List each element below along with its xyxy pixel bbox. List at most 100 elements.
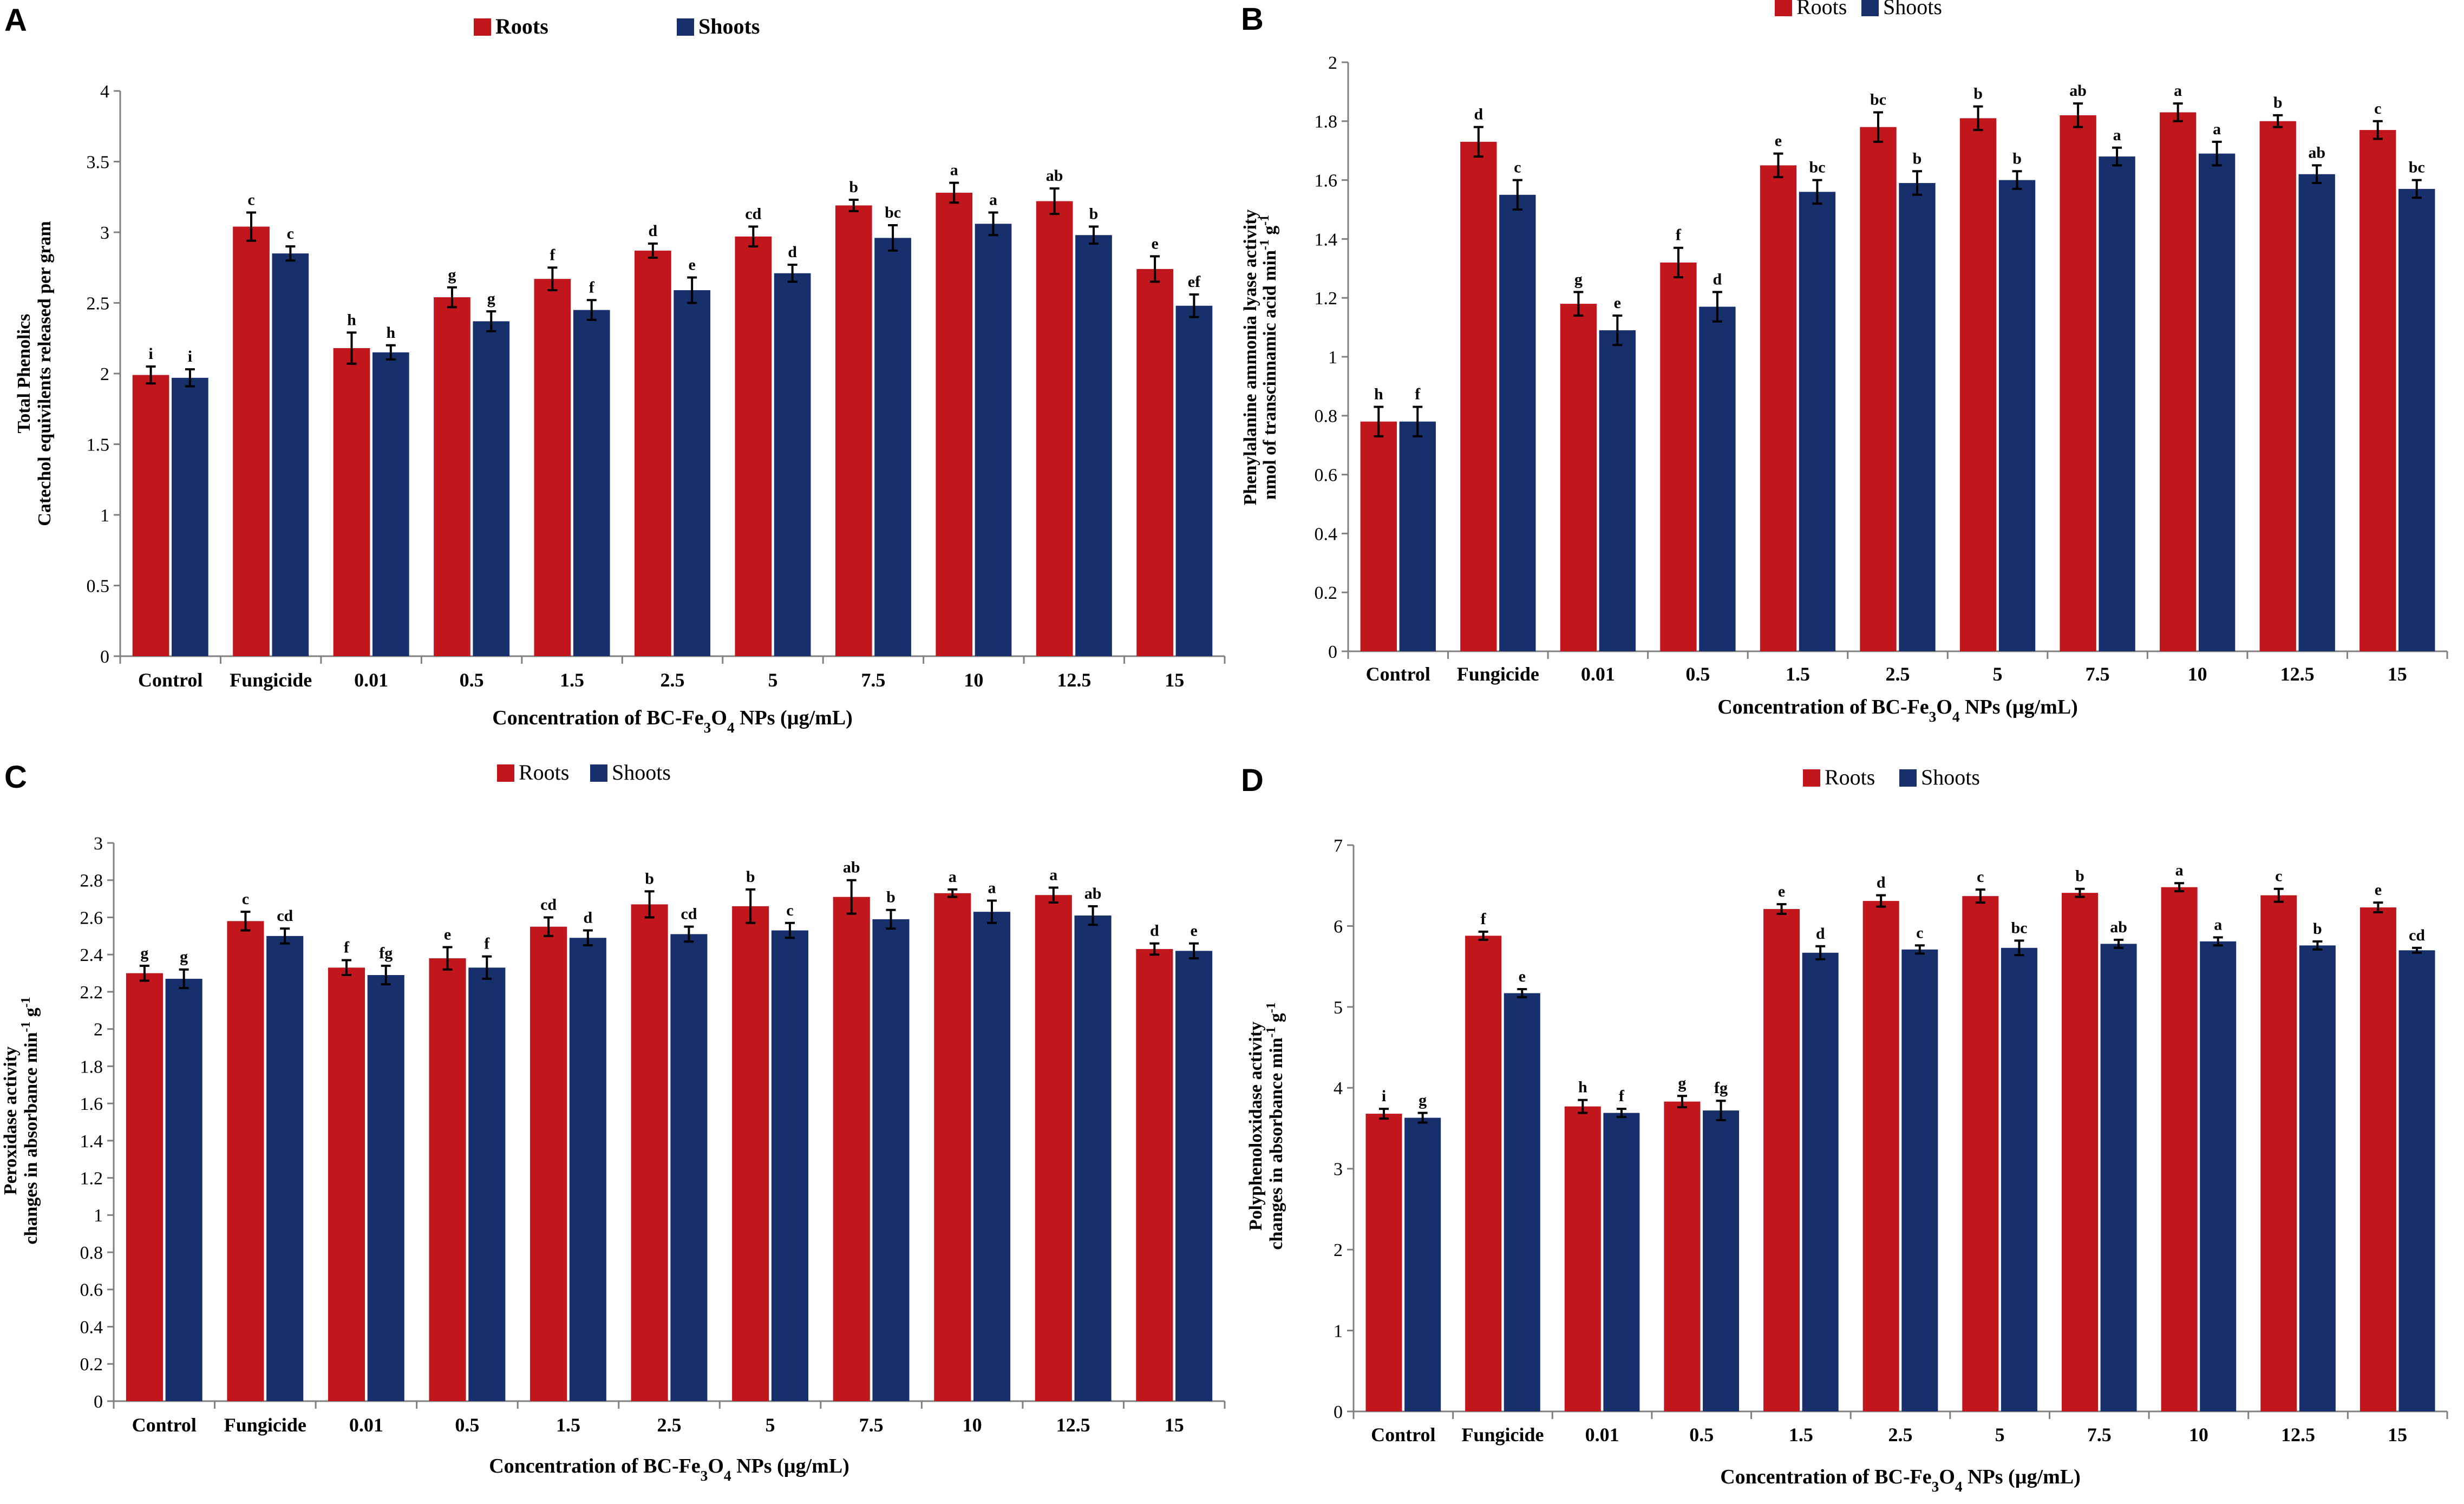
y-tick-label: 0 [1334,1402,1343,1422]
bar-shoots [1799,192,1836,651]
bar-shoots [1603,1113,1640,1411]
significance-letter: d [788,243,797,261]
legend-label-shoots: Shoots [1921,765,1980,789]
x-tick-label: 5 [1995,1424,2005,1446]
x-tick-label: 12.5 [1056,1414,1090,1436]
series-roots: i f h g e d c b a c e [1365,861,2396,1411]
x-tick-label: 7.5 [861,669,885,691]
bar-roots [936,192,973,656]
x-tick-label: 1.5 [556,1414,580,1436]
bar-roots [1036,201,1073,657]
significance-letter: a [950,161,958,179]
y-tick-label: 4 [100,82,109,102]
bar-shoots [774,273,811,656]
significance-letter: i [188,348,192,365]
significance-letter: b [645,869,654,887]
significance-letter: e [1190,922,1197,940]
bar-shoots [468,967,506,1401]
significance-letter: a [2175,861,2184,879]
y-tick-label: 1 [100,506,109,526]
significance-letter: a [989,191,997,208]
significance-letter: ab [843,859,860,877]
bar-roots [2060,115,2096,652]
legend-label-shoots: Shoots [1883,0,1942,19]
significance-letter: b [849,178,858,196]
significance-letter: h [1578,1078,1587,1096]
significance-letter: d [1150,922,1159,940]
significance-letter: c [2374,100,2381,117]
significance-letter: b [2273,94,2283,112]
bar-shoots [771,930,808,1401]
bar-roots [132,375,169,656]
x-tick-label: Fungicide [1461,1424,1544,1446]
panel-letter: D [1241,763,1264,798]
significance-letter: a [1049,866,1057,884]
significance-letter: bc [885,204,901,221]
bar-shoots [1399,421,1436,651]
panel-letter: A [4,3,27,38]
y-axis-label-line-1: Total Phenolics [14,314,34,434]
bar-shoots [1599,330,1636,651]
significance-letter: c [242,890,249,908]
bar-roots [1365,1114,1402,1411]
y-tick-label: 2 [1334,1240,1343,1260]
bar-roots [1959,118,1997,652]
significance-letter: f [1481,910,1487,928]
y-tick-label: 1 [1328,348,1337,368]
bar-shoots [272,253,309,656]
x-tick-label: 5 [1993,663,2003,685]
significance-letter: cd [2409,926,2425,944]
y-tick-label: 1 [1334,1321,1343,1341]
y-tick-label: 3.5 [87,152,110,172]
significance-letter: bc [2011,919,2027,937]
significance-letter: h [347,311,356,329]
x-tick-label: 2.5 [1888,1424,1913,1446]
bar-roots [2061,893,2098,1411]
y-tick-label: 6 [1334,917,1343,937]
bar-shoots [2198,153,2236,651]
bar-chart-svg: Roots Shoots 0 0.2 0.4 0.6 0.8 1 1.2 1.4 1.6 1.8 2 Co… [1240,0,2448,725]
bar-shoots [1802,952,1839,1411]
y-axis-label-line-2: changes in absorbance min-1 g-1 [1264,1002,1286,1250]
x-tick-label: 0.01 [1585,1424,1619,1446]
y-tick-label: 1.8 [1315,112,1338,132]
bar-roots [2159,112,2197,652]
significance-letter: e [688,256,695,274]
legend: Roots Shoots [1775,0,1942,19]
x-tick-label: Control [1366,663,1430,685]
significance-letter: b [2012,149,2022,167]
significance-letter: b [1913,149,1922,167]
x-tick-label: 15 [2388,663,2407,685]
significance-letter: fg [1714,1079,1728,1097]
bar-roots [835,205,872,656]
bar-roots [631,904,668,1401]
y-tick-label: 0 [1328,642,1337,662]
y-tick-label: 5 [1334,998,1343,1018]
chart-panel-c: C Roots Shoots 0 0.2 0.4 0.6 0.8 1 1.2 1.4 1.6 1.8 2 2… [0,758,1234,1504]
x-tick-label: 7.5 [859,1414,884,1436]
bar-shoots [473,321,510,656]
significance-letter: ab [2069,82,2087,100]
y-tick-label: 1.4 [1315,230,1338,250]
significance-letter: f [484,935,490,953]
y-tick-label: 2 [100,364,109,384]
bar-roots [434,297,470,656]
y-tick-label: 0.2 [1315,583,1338,603]
legend-label-roots: Roots [1825,765,1875,789]
bar-roots [1763,909,1800,1411]
bar-roots [634,250,671,656]
bar-roots [2360,907,2396,1411]
y-tick-label: 0 [100,647,109,667]
significance-letter: a [949,868,957,886]
significance-letter: c [786,901,793,919]
significance-letter: ef [1188,273,1201,291]
x-tick-label: 10 [2189,1424,2208,1446]
significance-letter: bc [2409,159,2425,176]
significance-letter: e [1778,882,1785,900]
x-tick-label: Fungicide [224,1414,306,1436]
significance-letter: cd [745,205,761,223]
bar-shoots [1175,951,1213,1401]
x-tick-label: 1.5 [1786,663,1810,685]
